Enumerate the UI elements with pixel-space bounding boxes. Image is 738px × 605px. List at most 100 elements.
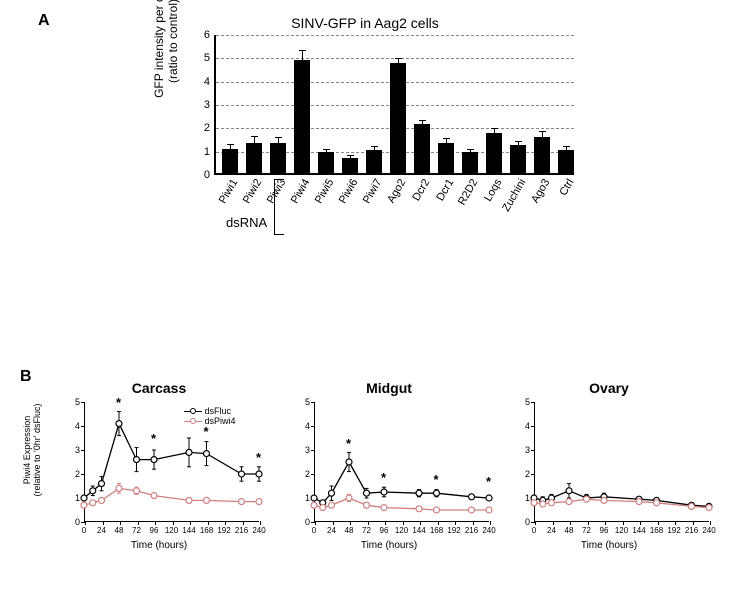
panel-a-ytick: 4 xyxy=(194,76,210,88)
panel-b-ytick: 1 xyxy=(518,493,530,503)
legend-item: dsFluc xyxy=(184,406,236,416)
panel-a-bar xyxy=(270,143,286,173)
panel-b-chart-title: Midgut xyxy=(284,380,494,396)
panel-b-ytick: 2 xyxy=(518,469,530,479)
panel-b-ytick: 2 xyxy=(68,469,80,479)
panel-a-error xyxy=(350,156,351,158)
panel-a-error-cap xyxy=(251,136,258,137)
panel-a-error-cap xyxy=(443,138,450,139)
panel-a-ytick: 6 xyxy=(194,29,210,41)
panel-b-ytick: 3 xyxy=(518,445,530,455)
panel-a-error-cap xyxy=(275,137,282,138)
panel-b-ytick: 4 xyxy=(518,421,530,431)
panel-a-error xyxy=(374,147,375,149)
panel-a-error-cap xyxy=(299,50,306,51)
panel-a-ylabel: GFP intensity per cell (ratio to control… xyxy=(152,0,180,111)
panel-b-ytick: 4 xyxy=(298,421,310,431)
panel-a-error-cap xyxy=(515,141,522,142)
panel-b-container: Piwi4 Expression (relative to '0hr' dsFl… xyxy=(34,380,714,580)
legend-item: dsPiwi4 xyxy=(184,416,236,426)
panel-b-legend: dsFluc dsPiwi4 xyxy=(184,406,236,426)
panel-b-xtick-mark xyxy=(710,521,711,525)
panel-a-label: A xyxy=(38,12,50,30)
panel-b-xlabel: Time (hours) xyxy=(54,540,264,551)
panel-a-chart: SINV-GFP in Aag2 cells GFP intensity per… xyxy=(140,15,590,245)
panel-b-svg xyxy=(314,402,489,522)
panel-b-ytick: 2 xyxy=(298,469,310,479)
panel-a-bar xyxy=(390,63,406,173)
panel-b-ytick: 3 xyxy=(298,445,310,455)
panel-a-error xyxy=(302,51,303,60)
panel-a-error-cap xyxy=(563,146,570,147)
panel-a-ytick: 1 xyxy=(194,146,210,158)
panel-a-bar xyxy=(558,150,574,173)
panel-a-bar xyxy=(438,143,454,173)
panel-b-ytick: 5 xyxy=(518,397,530,407)
panel-a-error-cap xyxy=(227,144,234,145)
panel-b-ytick: 4 xyxy=(68,421,80,431)
panel-b-chart: Carcass012345024487296120144168192216240… xyxy=(54,380,264,570)
panel-a-bar xyxy=(534,137,550,173)
panel-a-bar xyxy=(294,60,310,173)
panel-a-ytick: 2 xyxy=(194,122,210,134)
panel-a-error xyxy=(398,59,399,64)
panel-a-bar xyxy=(318,152,334,173)
panel-a-error xyxy=(326,150,327,152)
significance-star: * xyxy=(434,472,439,487)
panel-b-xtick-mark xyxy=(490,521,491,525)
panel-a-bar xyxy=(486,133,502,173)
panel-a-bar xyxy=(246,143,262,173)
panel-a-error-cap xyxy=(395,58,402,59)
series-dspiwi4 xyxy=(314,498,489,510)
panel-a-plot-area xyxy=(214,35,574,175)
panel-b-ytick: 3 xyxy=(68,445,80,455)
significance-star: * xyxy=(116,395,121,410)
panel-a-ytick: 3 xyxy=(194,99,210,111)
panel-a-ytick: 5 xyxy=(194,52,210,64)
panel-a-error-cap xyxy=(491,128,498,129)
panel-a-error xyxy=(278,138,279,143)
panel-b-chart-title: Carcass xyxy=(54,380,264,396)
legend-label: dsPiwi4 xyxy=(202,416,236,426)
panel-b-xtick: 240 xyxy=(479,526,499,535)
panel-b-ylabel: Piwi4 Expression (relative to '0hr' dsFl… xyxy=(22,390,42,510)
series-dsfluc xyxy=(534,491,709,507)
panel-a-error-cap xyxy=(323,149,330,150)
panel-a-error xyxy=(422,121,423,125)
significance-star: * xyxy=(256,450,261,465)
panel-a-error xyxy=(494,129,495,134)
panel-b-ytick: 1 xyxy=(68,493,80,503)
panel-b-xtick: 240 xyxy=(699,526,719,535)
panel-b-ytick: 5 xyxy=(298,397,310,407)
panel-a-bar xyxy=(222,149,238,174)
panel-b-svg xyxy=(534,402,709,522)
legend-label: dsFluc xyxy=(202,406,231,416)
panel-a-error xyxy=(446,139,447,143)
panel-b-label: B xyxy=(20,368,32,386)
panel-a-ytick: 0 xyxy=(194,169,210,181)
panel-b-chart: Midgut012345024487296120144168192216240T… xyxy=(284,380,494,570)
panel-a-gridline xyxy=(216,35,574,36)
panel-a-error-cap xyxy=(347,155,354,156)
panel-a-error-cap xyxy=(371,146,378,147)
series-dspiwi4 xyxy=(84,488,259,505)
panel-b-ytick: 5 xyxy=(68,397,80,407)
panel-b-xtick-mark xyxy=(260,521,261,525)
panel-b-chart-title: Ovary xyxy=(504,380,714,396)
panel-a-error-cap xyxy=(539,131,546,132)
panel-a-error xyxy=(230,145,231,149)
panel-a-bar xyxy=(342,158,358,173)
panel-a-bar xyxy=(366,150,382,173)
panel-a-error xyxy=(566,147,567,149)
panel-b-ytick: 1 xyxy=(298,493,310,503)
series-dsfluc xyxy=(84,424,259,498)
panel-a-bar xyxy=(462,152,478,173)
panel-b-xlabel: Time (hours) xyxy=(284,540,494,551)
significance-star: * xyxy=(346,436,351,451)
panel-a-error-cap xyxy=(419,120,426,121)
series-dsfluc xyxy=(314,462,489,503)
panel-a-bar xyxy=(414,124,430,173)
panel-b-chart: Ovary012345024487296120144168192216240Ti… xyxy=(504,380,714,570)
panel-a-error xyxy=(470,150,471,152)
panel-a-error xyxy=(542,132,543,137)
